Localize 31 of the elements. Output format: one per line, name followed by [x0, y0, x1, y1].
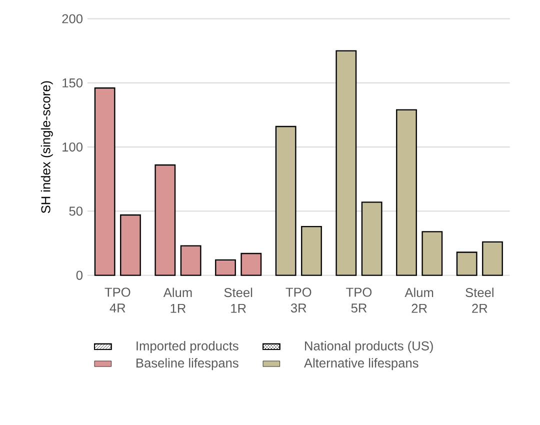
bar	[361, 201, 382, 276]
bar	[180, 245, 202, 276]
bar	[456, 251, 478, 276]
bar	[482, 241, 503, 276]
x-tick-label: Steel 1R	[224, 288, 252, 313]
x-tick-label: Alum 1R	[163, 288, 192, 313]
y-tick-label: 100	[62, 142, 82, 152]
text: Alternative lifespans	[304, 358, 418, 370]
bar	[275, 126, 296, 276]
x-tick-label: TPO 3R	[286, 288, 312, 312]
x-tick-label: TPO 5R	[346, 288, 372, 312]
bar	[94, 87, 116, 276]
x-tick-label: Alum 2R	[404, 288, 434, 313]
bar	[240, 252, 262, 276]
bar	[154, 164, 176, 276]
x-tick-label: TPO 4R	[104, 288, 130, 312]
bar	[422, 230, 443, 276]
bar	[215, 259, 236, 276]
y-tick-label: 150	[62, 78, 82, 88]
bar	[336, 50, 357, 276]
bar	[301, 226, 322, 276]
y-tick-label: 200	[62, 14, 82, 24]
text: Baseline lifespans	[136, 358, 238, 370]
bar	[120, 214, 141, 276]
legend-label: Imported products	[136, 340, 238, 353]
y-tick-label: 50	[69, 206, 83, 216]
y-axis-title: SH index (single-score)	[40, 81, 53, 213]
legend-label: National products (US)	[305, 340, 433, 353]
y-tick-label: 0	[76, 270, 83, 280]
x-tick-label: Steel 2R	[466, 288, 494, 313]
bar	[396, 109, 417, 276]
